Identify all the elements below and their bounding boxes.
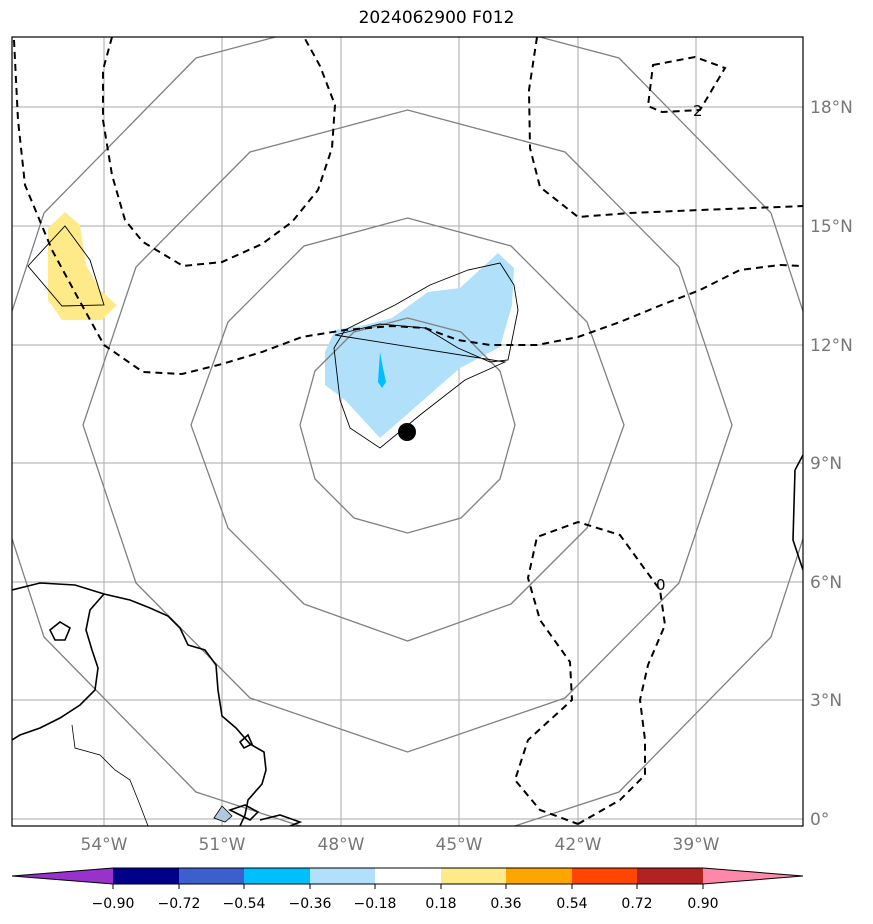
lat-label: 3°N — [810, 691, 842, 711]
contour-label-0: 0 — [656, 576, 666, 594]
positive-anomaly-region — [48, 212, 117, 320]
negative-anomaly-region — [325, 253, 514, 438]
lat-label: 0° — [810, 810, 829, 830]
lat-label: 12°N — [810, 336, 853, 356]
colorbar-segment — [506, 868, 572, 884]
colorbar-tick: 0.72 — [621, 896, 652, 912]
coastlines — [12, 454, 803, 826]
colorbar-tick: 0.90 — [687, 896, 718, 912]
lon-label: 42°W — [555, 835, 602, 855]
colorbar-extend-high — [703, 868, 803, 884]
colorbar-tick: −0.90 — [92, 896, 135, 912]
colorbar-tick: 0.54 — [556, 896, 587, 912]
storm-center-marker — [398, 423, 416, 441]
colorbar-tick: 0.36 — [490, 896, 521, 912]
lon-label: 54°W — [81, 835, 128, 855]
colorbar-tick: −0.54 — [223, 896, 266, 912]
colorbar-segment — [113, 868, 179, 884]
dashed-contours — [13, 37, 803, 825]
colorbar-segment — [441, 868, 506, 884]
colorbar-tick: −0.36 — [289, 896, 332, 912]
colorbar-segment — [179, 868, 244, 884]
lon-label: 51°W — [199, 835, 246, 855]
chart-title: 2024062900 F012 — [358, 8, 515, 28]
colorbar-segment — [244, 868, 310, 884]
latitude-labels: 18°N 15°N 12°N 9°N 6°N 3°N 0° — [810, 98, 853, 830]
colorbar-segment — [375, 868, 441, 884]
colorbar-segment — [572, 868, 637, 884]
colorbar-segment — [310, 868, 375, 884]
colorbar: −0.90 −0.72 −0.54 −0.36 −0.18 0.18 0.36 … — [11, 867, 804, 912]
colorbar-extend-low — [12, 868, 113, 884]
lon-label: 48°W — [318, 835, 365, 855]
borders — [71, 724, 149, 826]
lon-label: 45°W — [436, 835, 483, 855]
negative-anomaly-core — [378, 352, 386, 388]
colorbar-tick: 0.18 — [425, 896, 456, 912]
lon-label: 39°W — [673, 835, 720, 855]
colorbar-tick: −0.18 — [354, 896, 397, 912]
lat-label: 15°N — [810, 217, 853, 237]
lat-label: 18°N — [810, 98, 853, 118]
contour-label-2: 2 — [693, 102, 703, 120]
island-shape — [213, 805, 233, 823]
colorbar-segment — [637, 868, 703, 884]
lat-label: 6°N — [810, 573, 842, 593]
range-rings — [12, 37, 803, 826]
map-content: 2 0 — [12, 37, 803, 826]
colorbar-tick: −0.72 — [158, 896, 201, 912]
longitude-labels: 54°W 51°W 48°W 45°W 42°W 39°W — [81, 835, 720, 855]
map-frame — [11, 36, 804, 827]
lat-label: 9°N — [810, 454, 842, 474]
